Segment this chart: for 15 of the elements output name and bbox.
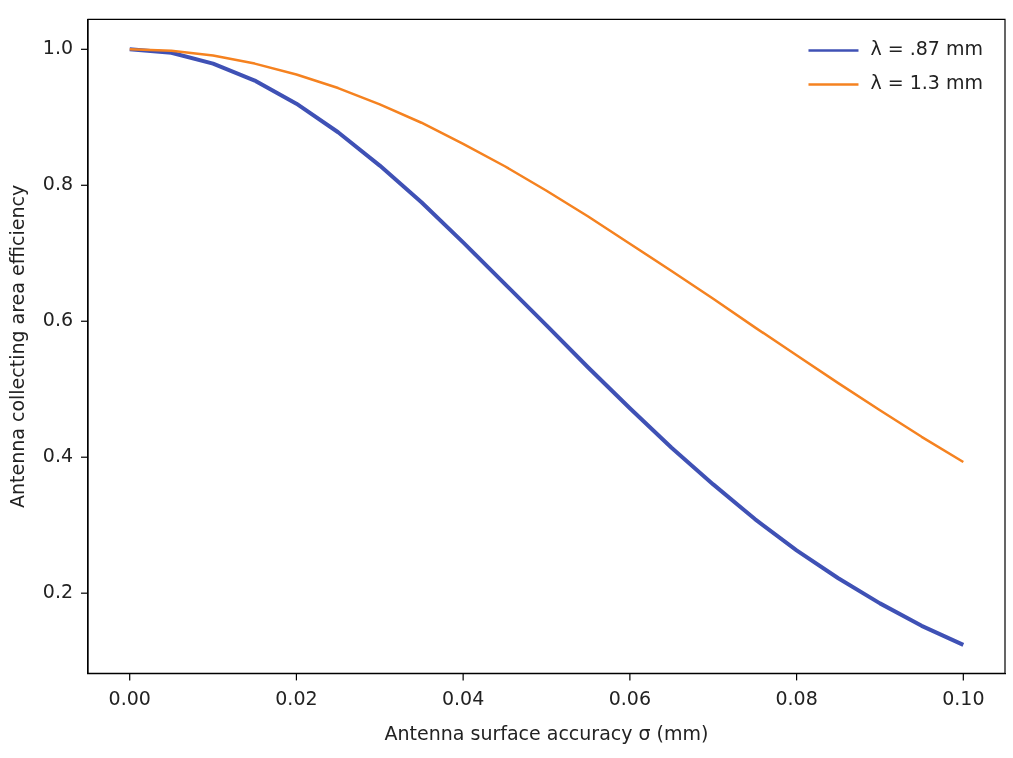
x-tick-label: 0.06 xyxy=(608,686,652,709)
y-tick-label: 0.8 xyxy=(42,172,74,195)
legend-label: λ = 1.3 mm xyxy=(870,71,983,94)
x-tick-label: 0.08 xyxy=(775,686,818,709)
x-tick-label: 0.10 xyxy=(942,686,985,709)
y-tick-label: 0.4 xyxy=(42,444,74,467)
x-tick-label: 0.00 xyxy=(108,686,151,709)
x-axis-title: Antenna surface accuracy σ (mm) xyxy=(384,721,709,744)
x-tick-label: 0.02 xyxy=(275,686,318,709)
y-tick-label: 1.0 xyxy=(42,36,74,59)
legend-label: λ = .87 mm xyxy=(870,37,983,60)
y-axis-title: Antenna collecting area efficiency xyxy=(6,184,29,508)
y-tick-label: 0.6 xyxy=(42,308,74,331)
x-tick-label: 0.04 xyxy=(441,686,485,709)
y-tick-label: 0.2 xyxy=(42,580,74,603)
